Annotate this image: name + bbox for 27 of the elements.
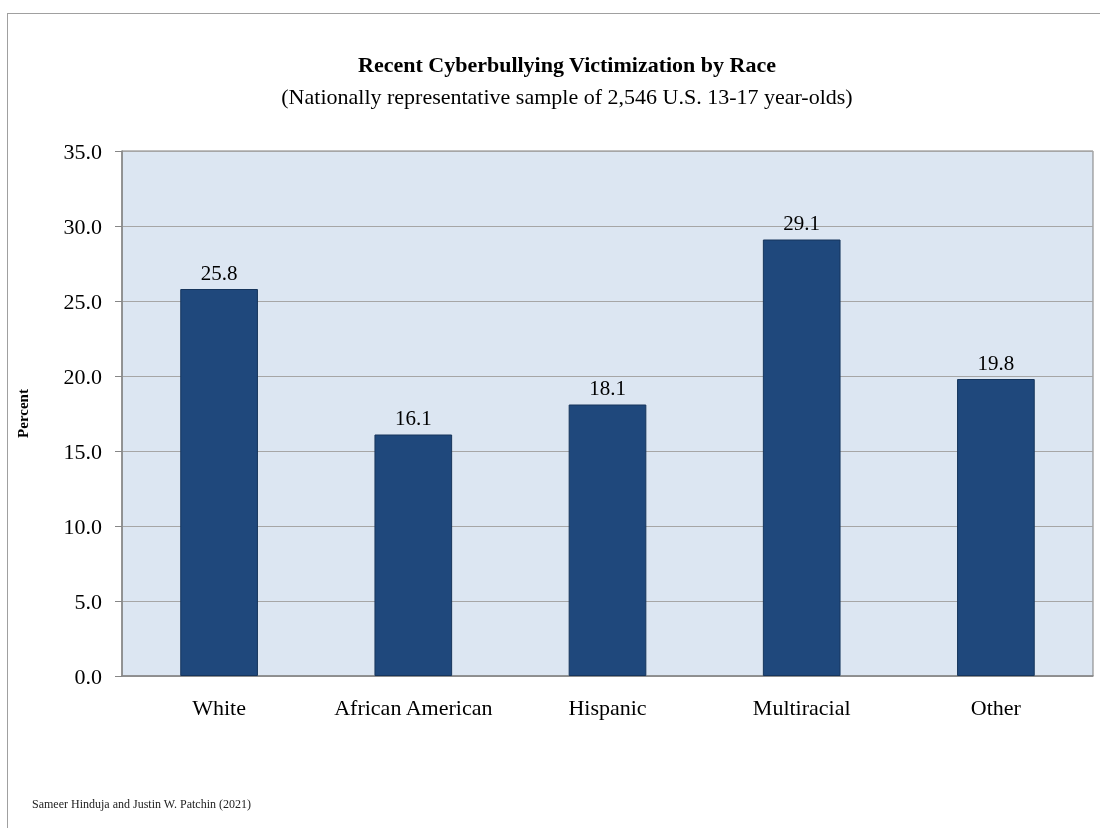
y-tick-label: 0.0 — [74, 663, 102, 689]
data-label: 29.1 — [783, 211, 821, 235]
x-tick-label: Other — [970, 694, 1022, 720]
data-label: 25.8 — [200, 260, 238, 285]
y-tick-label: 5.0 — [74, 588, 102, 614]
chart-subtitle: (Nationally representative sample of 2,546 U.S. 13-17 year-olds) — [281, 83, 853, 109]
y-tick-label: 25.0 — [63, 288, 102, 314]
data-label: 19.8 — [977, 350, 1015, 375]
bar — [762, 239, 841, 676]
chart-title: Recent Cyberbullying Victimization by Race — [358, 51, 777, 77]
y-tick-label: 35.0 — [63, 138, 102, 164]
y-tick-label: 10.0 — [63, 513, 102, 539]
data-label: 16.1 — [394, 406, 432, 430]
text: Sameer Hinduja and Justin W. Patchin (2021) — [32, 797, 251, 811]
x-tick-label: Hispanic — [568, 694, 647, 720]
x-tick-label: African American — [334, 694, 493, 720]
bar — [957, 379, 1035, 676]
x-tick-label: Multiracial — [752, 694, 851, 720]
y-tick-label: 30.0 — [63, 213, 102, 239]
bar — [374, 434, 453, 676]
y-axis-title: Percent — [14, 389, 31, 438]
x-tick-label: White — [192, 694, 246, 720]
bar — [180, 289, 258, 676]
y-tick-label: 20.0 — [63, 363, 102, 389]
y-tick-label: 15.0 — [63, 438, 102, 464]
data-label: 18.1 — [589, 376, 626, 400]
bar — [568, 404, 647, 676]
